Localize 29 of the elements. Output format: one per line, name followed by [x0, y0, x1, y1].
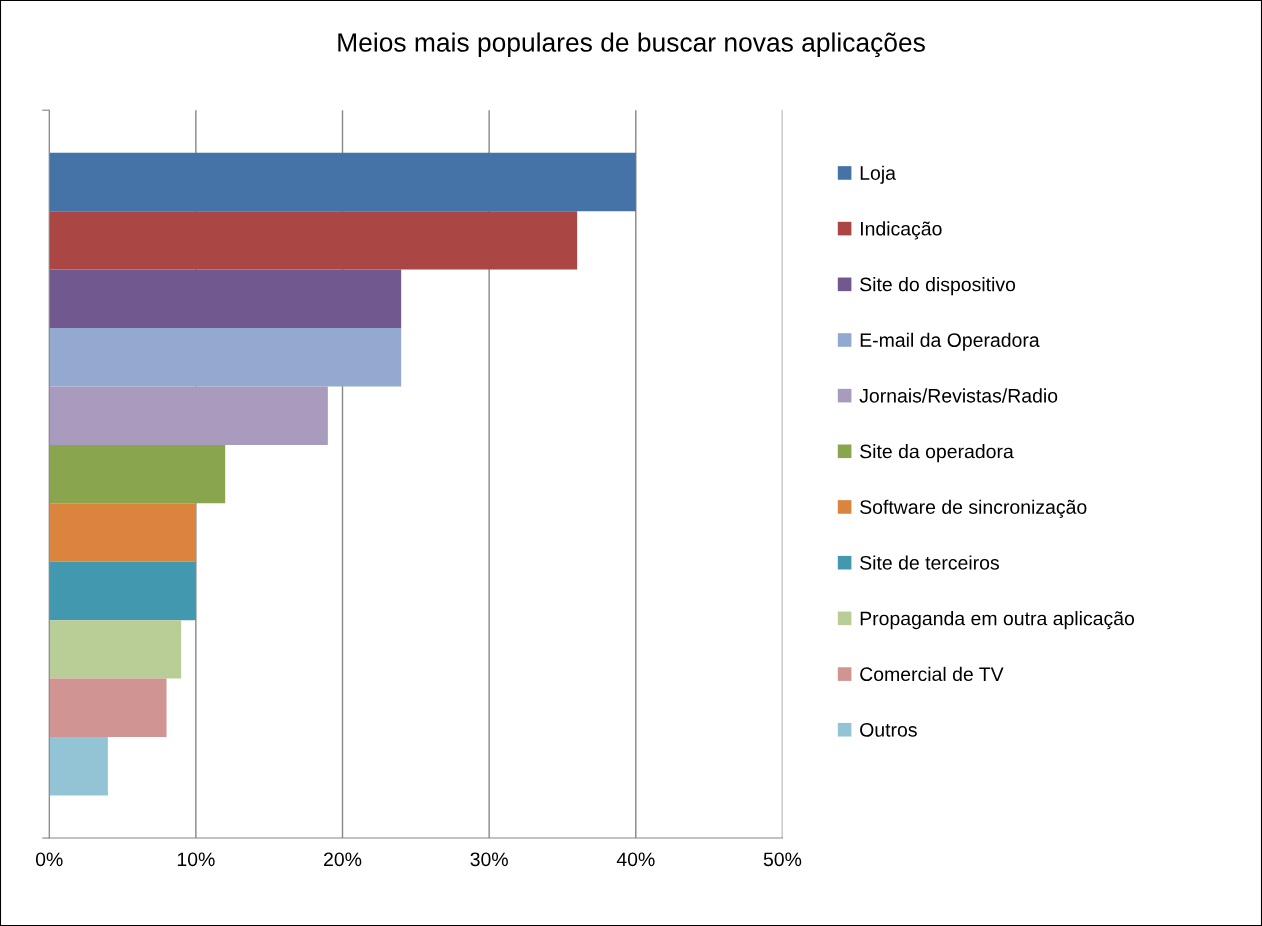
x-tick-label: 50%	[763, 852, 802, 867]
bar	[49, 152, 636, 212]
bar	[49, 211, 578, 270]
legend-label: Comercial de TV	[860, 666, 1004, 682]
bar	[49, 503, 196, 562]
legend-label: Loja	[860, 165, 896, 184]
x-tick-label: 40%	[616, 852, 655, 867]
bar	[49, 678, 167, 738]
bar	[49, 737, 108, 796]
chart-title: Meios mais populares de buscar novas aplicações	[338, 32, 925, 58]
legend-label: E-mail da Operadora	[860, 332, 1040, 351]
legend-label: Indicação	[860, 221, 942, 240]
x-tick-label: 0%	[35, 852, 63, 867]
x-tick-label: 20%	[324, 852, 362, 867]
bar	[49, 269, 402, 329]
legend-label: Site da operadora	[860, 444, 1014, 463]
legend-label: Propaganda em outra aplicação	[860, 611, 1135, 630]
bar	[49, 620, 182, 679]
legend-label: Jornais/Revistas/Radio	[859, 388, 1058, 403]
x-tick-label: 10%	[177, 852, 215, 867]
legend-label: Outros	[860, 722, 917, 737]
legend-label: Site do dispositivo	[860, 277, 1016, 296]
bar	[49, 386, 328, 445]
x-tick-label: 30%	[470, 852, 508, 867]
bar	[49, 328, 402, 387]
bar	[49, 444, 226, 504]
legend-label: Site de terceiros	[860, 555, 999, 570]
legend-label: Software de sincronização	[860, 499, 1087, 518]
bar	[49, 561, 196, 621]
